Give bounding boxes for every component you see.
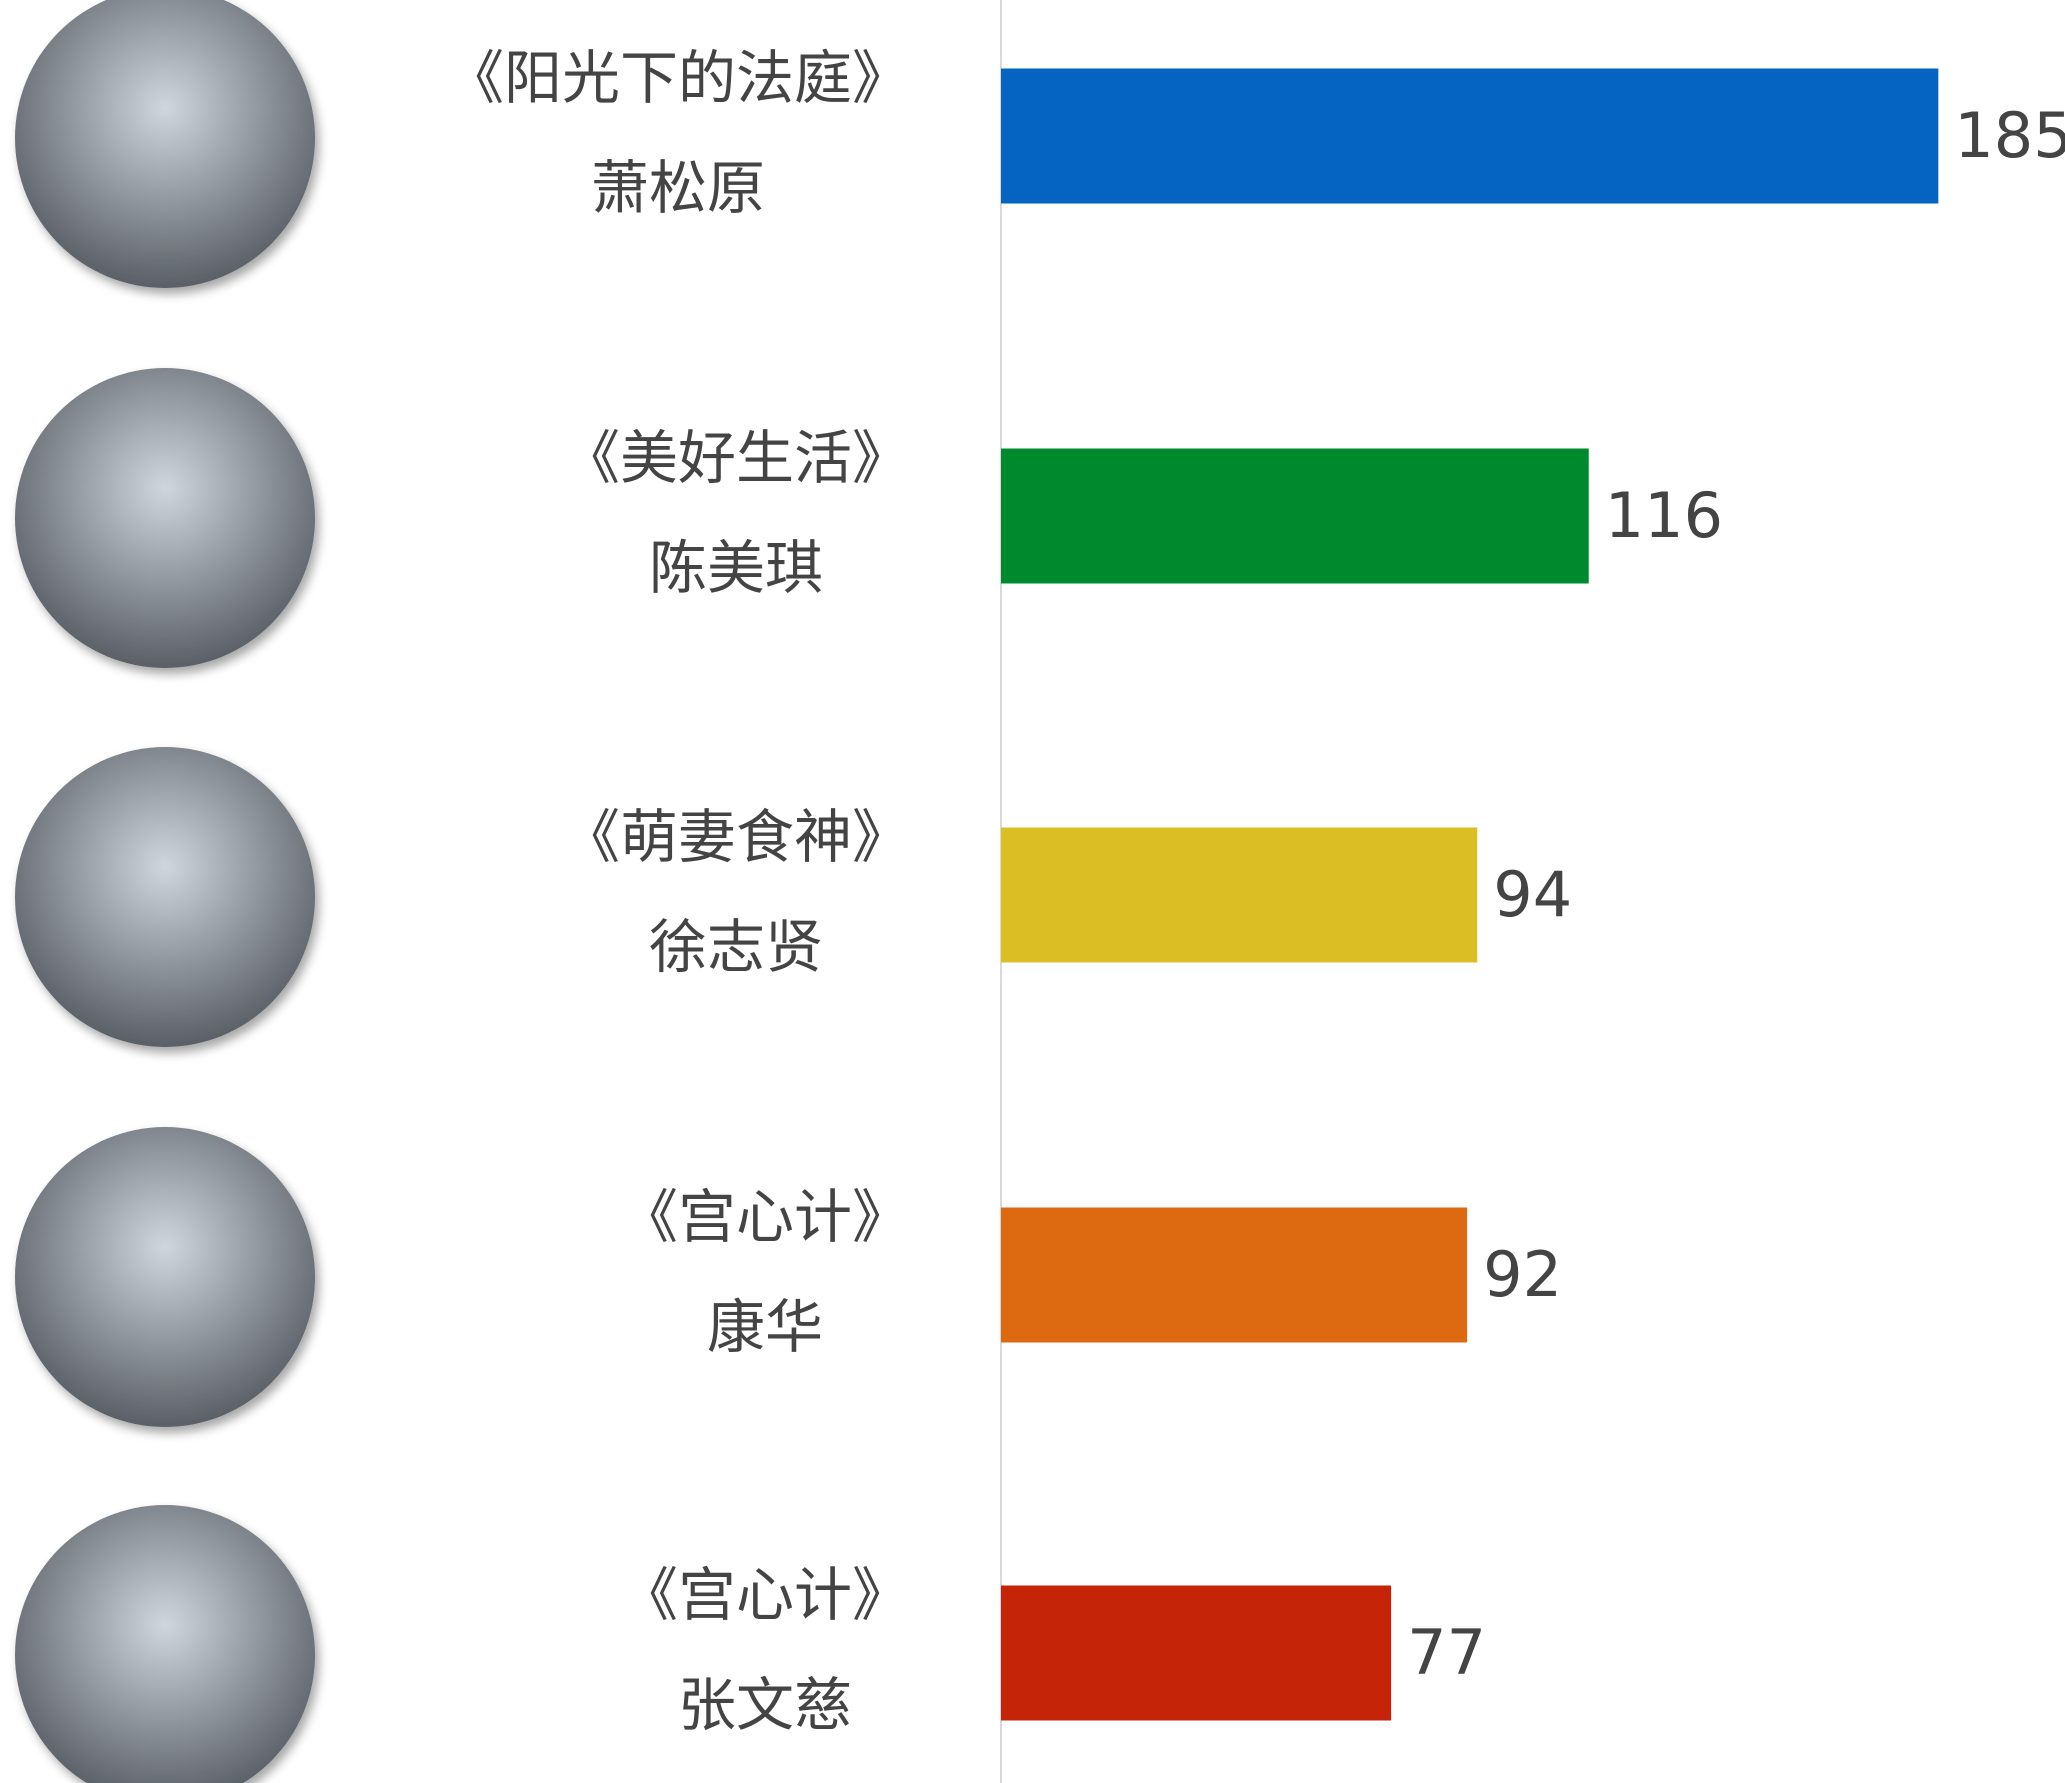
avatar [15, 368, 315, 668]
avatar [15, 0, 315, 288]
value-label: 92 [1483, 1238, 1562, 1311]
value-label: 116 [1605, 479, 1723, 552]
bar [1001, 69, 1938, 204]
category-sublabel: 张文慈 [678, 1671, 852, 1739]
bar [1001, 1586, 1391, 1721]
avatar [15, 1127, 315, 1427]
avatar [15, 747, 315, 1047]
category-sublabel: 康华 [707, 1293, 823, 1361]
category-sublabel: 徐志贤 [649, 913, 823, 981]
category-label: 《宫心计》 [620, 1561, 910, 1629]
category-sublabel: 陈美琪 [649, 534, 823, 602]
value-label: 94 [1493, 858, 1572, 931]
value-label: 185 [1954, 99, 2065, 172]
category-label: 《阳光下的法庭》 [446, 44, 910, 112]
chart: 《阳光下的法庭》萧松原 185 《美好生活》陈美琪 116 《萌妻食神》徐志贤 94 《宫心… [0, 0, 2065, 1783]
category-label: 《萌妻食神》 [562, 803, 910, 871]
bar [1001, 449, 1589, 584]
bar [1001, 1208, 1467, 1343]
value-label: 77 [1407, 1616, 1486, 1689]
avatar [15, 1505, 315, 1783]
category-sublabel: 萧松原 [591, 154, 765, 222]
category-label: 《宫心计》 [620, 1183, 910, 1251]
category-label: 《美好生活》 [562, 424, 910, 492]
bar [1001, 828, 1477, 963]
